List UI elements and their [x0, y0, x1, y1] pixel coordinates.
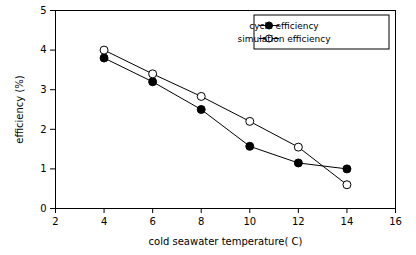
- svg-text:2: 2: [40, 124, 46, 135]
- svg-text:4: 4: [40, 44, 46, 55]
- svg-text:8: 8: [198, 216, 204, 227]
- svg-text:14: 14: [341, 216, 354, 227]
- svg-text:2: 2: [52, 216, 58, 227]
- svg-text:simulation efficiency: simulation efficiency: [238, 34, 332, 44]
- svg-text:3: 3: [40, 84, 46, 95]
- svg-text:16: 16: [389, 216, 402, 227]
- svg-text:efficiency (%): efficiency (%): [14, 75, 25, 144]
- svg-text:4: 4: [101, 216, 107, 227]
- svg-text:1: 1: [40, 163, 46, 174]
- svg-text:0: 0: [40, 203, 46, 214]
- svg-text:cold seawater temperature( C): cold seawater temperature( C): [149, 236, 303, 247]
- svg-text:5: 5: [40, 5, 46, 16]
- svg-text:10: 10: [243, 216, 256, 227]
- svg-text:6: 6: [149, 216, 155, 227]
- svg-text:cycle efficiency: cycle efficiency: [249, 21, 319, 31]
- svg-text:12: 12: [292, 216, 305, 227]
